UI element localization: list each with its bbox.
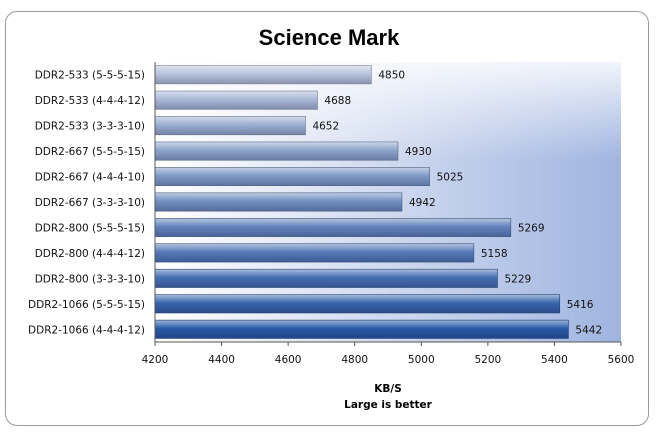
bar	[154, 141, 399, 161]
bar	[154, 116, 306, 136]
category-label: DDR2-533 (3-3-3-10)	[35, 121, 145, 133]
x-tick-label: 4800	[341, 354, 368, 366]
bar	[154, 294, 561, 314]
category-label: DDR2-533 (4-4-4-12)	[35, 95, 145, 107]
category-label: DDR2-800 (5-5-5-15)	[35, 222, 145, 234]
x-tick-label: 5400	[541, 354, 568, 366]
category-label: DDR2-800 (4-4-4-12)	[35, 248, 145, 260]
x-axis-note: Large is better	[344, 399, 433, 411]
value-label: 5442	[575, 324, 602, 336]
category-label: DDR2-1066 (5-5-5-15)	[28, 299, 145, 311]
x-tick-label: 5200	[474, 354, 501, 366]
plot-area: DDR2-533 (5-5-5-15) 4850 DDR2-533 (4-4-4-1…	[28, 62, 634, 366]
x-tick-label: 4400	[208, 354, 235, 366]
bar	[154, 243, 475, 263]
x-tick-label: 4600	[275, 354, 302, 366]
value-label: 4942	[409, 197, 436, 209]
category-label: DDR2-533 (5-5-5-15)	[35, 70, 145, 82]
x-axis-label: KB/S	[374, 383, 402, 395]
bar	[154, 192, 403, 212]
value-label: 5416	[567, 299, 594, 311]
category-label: DDR2-1066 (4-4-4-12)	[28, 324, 145, 336]
bar	[154, 65, 372, 85]
category-label: DDR2-667 (4-4-4-10)	[35, 172, 145, 184]
bar	[154, 319, 569, 339]
category-label: DDR2-800 (3-3-3-10)	[35, 273, 145, 285]
value-label: 5269	[518, 222, 545, 234]
bar	[154, 167, 430, 187]
bar	[154, 268, 498, 288]
value-label: 5158	[481, 248, 508, 260]
value-label: 5025	[437, 172, 464, 184]
value-label: 4850	[378, 70, 405, 82]
value-label: 4652	[312, 121, 339, 133]
category-label: DDR2-667 (3-3-3-10)	[35, 197, 145, 209]
category-label: DDR2-667 (5-5-5-15)	[35, 146, 145, 158]
bar	[154, 217, 512, 237]
value-label: 4930	[405, 146, 432, 158]
chart-title: Science Mark	[259, 25, 400, 50]
value-label: 4688	[324, 95, 351, 107]
x-tick-label: 5600	[608, 354, 635, 366]
value-label: 5229	[505, 273, 532, 285]
x-tick-label: 4200	[142, 354, 169, 366]
bar	[154, 90, 318, 110]
x-tick-label: 5000	[408, 354, 435, 366]
